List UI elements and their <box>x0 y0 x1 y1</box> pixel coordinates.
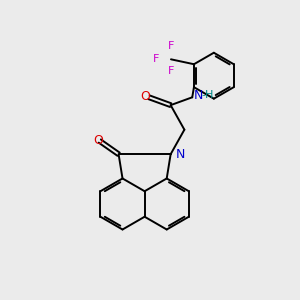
Text: O: O <box>140 90 150 103</box>
Text: N: N <box>176 148 185 161</box>
Text: -H: -H <box>201 90 213 100</box>
Text: N: N <box>194 89 204 102</box>
Text: F: F <box>153 54 159 64</box>
Text: F: F <box>168 66 174 76</box>
Text: F: F <box>168 40 174 51</box>
Text: O: O <box>93 134 103 147</box>
